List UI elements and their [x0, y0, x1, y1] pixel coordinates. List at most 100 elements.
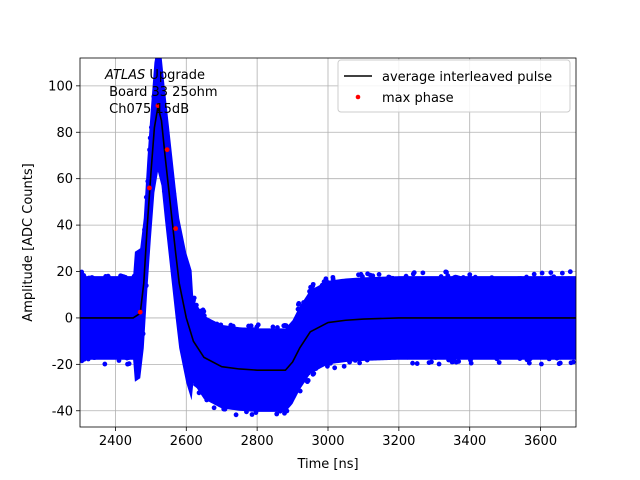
noise-sample-point: [143, 194, 149, 200]
noise-sample-point: [253, 410, 259, 415]
noise-sample-point: [413, 276, 419, 282]
noise-sample-point: [251, 327, 257, 333]
noise-sample-point: [411, 270, 417, 275]
noise-sample-point: [347, 359, 352, 365]
annotation-line-2: Board 33 25ohm: [105, 85, 218, 100]
annotation-atlas: ATLAS: [104, 68, 145, 83]
noise-sample-point: [283, 323, 288, 329]
noise-sample-point: [142, 227, 147, 233]
noise-sample-point: [506, 277, 511, 283]
y-tick-label: 0: [65, 311, 73, 326]
noise-sample-point: [160, 91, 166, 97]
noise-sample-point: [554, 276, 559, 282]
noise-sample-point: [413, 354, 419, 360]
noise-sample-point: [277, 408, 283, 414]
noise-sample-point: [360, 278, 365, 283]
noise-sample-point: [81, 273, 87, 279]
noise-sample-point: [358, 271, 364, 277]
noise-sample-point: [295, 306, 301, 312]
x-tick-label: 2600: [170, 434, 203, 449]
noise-sample-point: [193, 302, 199, 308]
noise-sample-point: [165, 139, 171, 144]
noise-sample-point: [352, 357, 358, 363]
noise-sample-point: [468, 360, 474, 366]
x-tick-label: 3000: [311, 434, 344, 449]
noise-sample-point: [348, 278, 354, 284]
noise-sample-point: [151, 94, 157, 99]
noise-sample-point: [324, 278, 329, 284]
noise-sample-point: [91, 355, 97, 361]
noise-sample-point: [244, 409, 249, 415]
noise-sample-point: [517, 356, 523, 362]
noise-sample-point: [339, 281, 345, 286]
noise-sample-point: [531, 271, 537, 277]
noise-sample-point: [539, 361, 544, 367]
noise-sample-point: [297, 388, 303, 394]
noise-sample-point: [230, 323, 236, 329]
noise-sample-point: [156, 151, 162, 157]
noise-sample-point: [295, 302, 301, 307]
noise-sample-point: [117, 354, 122, 360]
noise-sample-point: [188, 292, 194, 298]
noise-sample-point: [403, 354, 408, 360]
noise-sample-point: [357, 360, 363, 366]
max-phase-point: [173, 226, 179, 231]
noise-sample-point: [567, 269, 573, 275]
noise-sample-point: [557, 354, 563, 360]
noise-sample-point: [571, 359, 576, 365]
noise-sample-point: [341, 363, 347, 369]
noise-sample-point: [241, 329, 247, 334]
max-phase-point: [155, 103, 161, 108]
max-phase-point: [164, 147, 170, 153]
noise-sample-point: [518, 276, 523, 281]
noise-sample-point: [190, 378, 195, 384]
noise-sample-point: [274, 411, 280, 417]
noise-sample-point: [137, 354, 143, 360]
noise-sample-point: [85, 352, 90, 358]
noise-sample-point: [284, 408, 290, 414]
x-tick-label: 3400: [453, 434, 486, 449]
noise-sample-point: [85, 356, 91, 362]
noise-sample-point: [452, 275, 458, 281]
atlas-annotation: ATLAS Upgrade Board 33 25ohm Ch075 15dB: [104, 68, 218, 117]
noise-sample-point: [511, 277, 516, 282]
noise-sample-point: [429, 359, 434, 365]
noise-sample-point: [143, 283, 149, 289]
noise-sample-point: [191, 298, 196, 303]
noise-sample-point: [436, 361, 442, 367]
noise-sample-point: [204, 395, 210, 400]
noise-sample-point: [468, 353, 473, 359]
legend-marker-swatch: [355, 94, 361, 100]
average-pulse-line: [80, 105, 576, 371]
noise-sample-point: [249, 412, 255, 417]
noise-sample-point: [196, 390, 202, 396]
noise-sample-point: [164, 211, 170, 216]
noise-sample-point: [305, 370, 311, 376]
noise-sample-point: [561, 277, 566, 283]
noise-sample-point: [105, 273, 111, 279]
y-tick-label: 100: [48, 79, 73, 94]
legend-entry-max-phase: max phase: [382, 91, 454, 106]
noise-sample-point: [572, 278, 576, 283]
noise-sample-point: [313, 366, 319, 371]
x-tick-label: 2800: [241, 434, 274, 449]
noise-sample-point: [305, 378, 311, 383]
noise-sample-point: [508, 352, 514, 358]
noise-sample-point: [360, 354, 366, 359]
noise-sample-point: [401, 276, 407, 282]
max-phase-point: [147, 185, 152, 191]
legend: average interleaved pulse max phase: [337, 59, 571, 113]
noise-sample-point: [274, 405, 279, 411]
noise-sample-point: [364, 357, 370, 363]
noise-sample-point: [420, 270, 426, 276]
noise-band: [80, 58, 576, 418]
noise-sample-point: [437, 278, 442, 283]
noise-sample-point: [528, 354, 534, 360]
noise-sample-point: [319, 285, 325, 291]
noise-sample-point: [126, 361, 132, 367]
y-tick-label: -20: [52, 358, 73, 373]
noise-sample-point: [310, 281, 316, 287]
noise-sample-point: [427, 352, 433, 358]
noise-sample-point: [556, 361, 562, 367]
